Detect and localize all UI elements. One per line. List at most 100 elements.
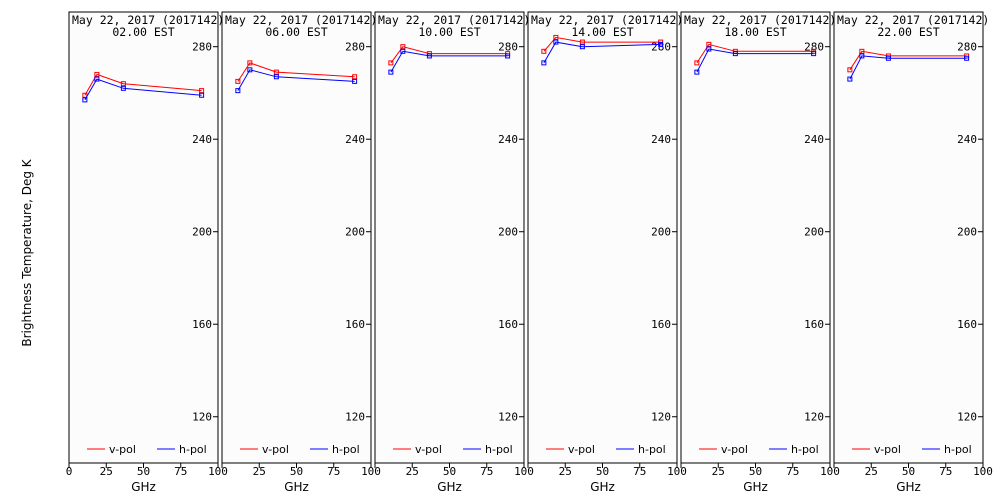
x-tick-label: 75 bbox=[327, 465, 340, 478]
x-tick-label: 50 bbox=[596, 465, 609, 478]
x-axis-label: GHz bbox=[896, 480, 921, 494]
x-tick-label: 50 bbox=[902, 465, 915, 478]
legend: v-pol h-pol bbox=[240, 443, 360, 456]
x-tick-label: 50 bbox=[290, 465, 303, 478]
data-point-h-pol bbox=[658, 41, 664, 47]
y-tick-label: 280 bbox=[804, 41, 824, 54]
data-point-v-pol bbox=[273, 69, 279, 75]
data-point-v-pol bbox=[352, 74, 358, 80]
x-tick-label: 75 bbox=[939, 465, 952, 478]
panel-title-date: May 22, 2017 (2017142) bbox=[684, 13, 836, 27]
panel-title-time: 22.00 EST bbox=[877, 25, 939, 39]
y-tick-label: 280 bbox=[192, 41, 212, 54]
y-tick-label: 160 bbox=[957, 318, 977, 331]
panel-frame bbox=[680, 11, 831, 464]
series-line-v-pol bbox=[84, 73, 202, 96]
y-tick-label: 200 bbox=[345, 226, 365, 239]
legend-label-h-pol: h-pol bbox=[944, 443, 972, 456]
data-point-h-pol bbox=[352, 78, 358, 84]
x-tick-label: 50 bbox=[137, 465, 150, 478]
legend-label-v-pol: v-pol bbox=[721, 443, 748, 456]
data-point-v-pol bbox=[94, 71, 100, 77]
series-line-h-pol bbox=[237, 69, 355, 91]
data-point-v-pol bbox=[235, 78, 241, 84]
data-point-v-pol bbox=[388, 60, 394, 66]
data-point-v-pol bbox=[847, 67, 853, 73]
data-point-v-pol bbox=[120, 81, 126, 87]
x-tick-label: 25 bbox=[253, 465, 266, 478]
panel-title-date: May 22, 2017 (2017142) bbox=[837, 13, 989, 27]
data-point-h-pol bbox=[811, 51, 817, 57]
data-point-h-pol bbox=[273, 74, 279, 80]
panel-3: May 22, 2017 (2017142)10.00 EST 120 160 200… bbox=[374, 11, 534, 494]
x-tick-label: 25 bbox=[559, 465, 572, 478]
x-tick-label: 50 bbox=[749, 465, 762, 478]
x-tick-label: 25 bbox=[406, 465, 419, 478]
legend-label-v-pol: v-pol bbox=[415, 443, 442, 456]
data-point-v-pol bbox=[82, 92, 88, 98]
data-point-h-pol bbox=[859, 53, 865, 59]
y-tick-label: 160 bbox=[651, 318, 671, 331]
data-point-h-pol bbox=[694, 69, 700, 75]
panel-frame bbox=[221, 11, 372, 464]
panel-title-date: May 22, 2017 (2017142) bbox=[531, 13, 683, 27]
panel-1: May 22, 2017 (2017142)02.00 EST 120 160 200… bbox=[66, 11, 228, 494]
panel-2: May 22, 2017 (2017142)06.00 EST 120 160 200… bbox=[221, 11, 381, 494]
y-tick-label: 120 bbox=[804, 411, 824, 424]
series-line-v-pol bbox=[390, 46, 508, 64]
x-tick-label: 75 bbox=[633, 465, 646, 478]
data-point-h-pol bbox=[120, 85, 126, 91]
legend-label-h-pol: h-pol bbox=[179, 443, 207, 456]
y-tick-label: 160 bbox=[345, 318, 365, 331]
chart-panels: May 22, 2017 (2017142)02.00 EST120160200… bbox=[66, 11, 993, 494]
y-tick-label: 280 bbox=[957, 41, 977, 54]
y-tick-label: 280 bbox=[651, 41, 671, 54]
data-point-h-pol bbox=[426, 53, 432, 59]
panel-title-date: May 22, 2017 (2017142) bbox=[225, 13, 377, 27]
legend-label-v-pol: v-pol bbox=[262, 443, 289, 456]
x-tick-label: 100 bbox=[208, 465, 228, 478]
x-axis-label: GHz bbox=[743, 480, 768, 494]
y-tick-label: 120 bbox=[192, 411, 212, 424]
data-point-h-pol bbox=[94, 76, 100, 82]
data-point-h-pol bbox=[964, 55, 970, 61]
legend-label-h-pol: h-pol bbox=[332, 443, 360, 456]
panel-6: May 22, 2017 (2017142)22.00 EST 120 160 200… bbox=[833, 11, 993, 494]
y-tick-label: 240 bbox=[957, 133, 977, 146]
series-line-v-pol bbox=[696, 43, 814, 64]
x-axis-label: GHz bbox=[131, 480, 156, 494]
legend: v-pol h-pol bbox=[393, 443, 513, 456]
legend-label-v-pol: v-pol bbox=[109, 443, 136, 456]
y-tick-label: 160 bbox=[192, 318, 212, 331]
data-point-h-pol bbox=[706, 46, 712, 52]
y-tick-label: 240 bbox=[345, 133, 365, 146]
data-point-v-pol bbox=[400, 44, 406, 50]
series-line-h-pol bbox=[849, 55, 967, 80]
y-tick-label: 200 bbox=[804, 226, 824, 239]
series-line-v-pol bbox=[237, 62, 355, 82]
y-tick-label: 160 bbox=[498, 318, 518, 331]
x-tick-label: 100 bbox=[514, 465, 534, 478]
x-tick-label: 100 bbox=[820, 465, 840, 478]
panel-4: May 22, 2017 (2017142)14.00 EST 120 160 200… bbox=[527, 11, 687, 494]
legend: v-pol h-pol bbox=[546, 443, 666, 456]
series-line-v-pol bbox=[849, 50, 967, 71]
y-tick-label: 200 bbox=[957, 226, 977, 239]
panel-5: May 22, 2017 (2017142)18.00 EST 120 160 200… bbox=[680, 11, 840, 494]
y-tick-label: 240 bbox=[192, 133, 212, 146]
y-tick-label: 280 bbox=[498, 41, 518, 54]
panel-title-time: 18.00 EST bbox=[724, 25, 786, 39]
data-point-h-pol bbox=[732, 51, 738, 57]
data-point-v-pol bbox=[247, 60, 253, 66]
legend-label-v-pol: v-pol bbox=[568, 443, 595, 456]
data-point-h-pol bbox=[541, 60, 547, 66]
data-point-h-pol bbox=[235, 88, 241, 94]
x-tick-label: 25 bbox=[712, 465, 725, 478]
y-tick-label: 240 bbox=[498, 133, 518, 146]
x-tick-label: 25 bbox=[100, 465, 113, 478]
y-tick-label: 240 bbox=[651, 133, 671, 146]
x-tick-label: 25 bbox=[865, 465, 878, 478]
panel-title-time: 10.00 EST bbox=[418, 25, 480, 39]
x-tick-label: 0 bbox=[66, 465, 73, 478]
